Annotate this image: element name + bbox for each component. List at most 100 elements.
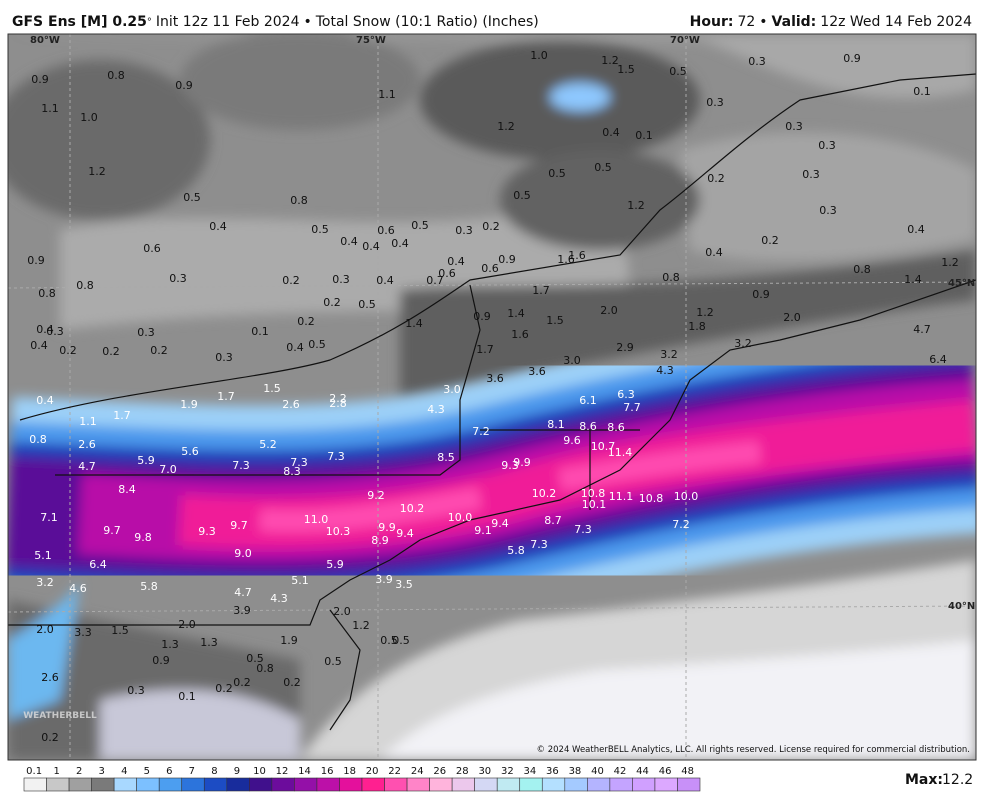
snow-total-label: 3.6 <box>486 372 504 385</box>
shade <box>100 689 300 760</box>
shade <box>380 640 976 760</box>
legend-swatch <box>181 777 205 792</box>
lon-label: 75°W <box>356 35 386 46</box>
legend-swatch <box>541 777 566 792</box>
shade <box>550 83 610 111</box>
snow-total-label: 4.3 <box>656 364 674 377</box>
header-right: Hour: 72 • Valid: 12z Wed 14 Feb 2024 <box>690 14 972 30</box>
legend-tick-label: 4 <box>121 766 127 777</box>
shade <box>180 34 420 130</box>
legend-swatch <box>654 777 678 792</box>
shade <box>400 250 976 400</box>
snow-total-label: 0.2 <box>233 676 251 689</box>
snow-total-label: 7.3 <box>327 450 345 463</box>
snow-total-label: 3.2 <box>36 576 54 589</box>
snow-total-label: 1.5 <box>263 382 281 395</box>
snow-total-label: 0.5 <box>548 167 566 180</box>
snow-total-label: 3.9 <box>375 573 393 586</box>
parallel <box>8 281 976 289</box>
snow-total-label: 0.4 <box>602 126 620 139</box>
legend-swatch <box>384 777 408 792</box>
snow-total-label: 0.9 <box>843 52 861 65</box>
legend-swatch <box>609 777 633 792</box>
snow-total-label: 0.3 <box>819 204 837 217</box>
legend-tick-label: 2 <box>76 766 82 777</box>
legend-tick-label: 9 <box>234 766 240 777</box>
legend-tick-label: 16 <box>321 766 334 777</box>
legend-swatch <box>113 777 137 792</box>
snow-total-label: 3.3 <box>74 626 92 639</box>
snow-total-label: 9.1 <box>474 524 492 537</box>
header-part: Total Snow (10:1 Ratio) (Inches) <box>315 14 539 30</box>
snow-total-label: 1.3 <box>200 636 218 649</box>
snow-total-label: 1.6 <box>557 253 575 266</box>
snow-total-label: 0.8 <box>290 194 308 207</box>
snow-total-label: 6.3 <box>617 388 635 401</box>
snow-totals: 0.9 0.80.91.11.01.11.0 1.21.5 0.50.3 0.90.11… <box>27 49 959 744</box>
legend-swatch <box>23 777 47 792</box>
snow-total-label: 10.3 <box>326 525 351 538</box>
legend-swatch <box>496 777 521 792</box>
snow-total-label: 0.4 <box>36 323 54 336</box>
snow-total-label: 1.7 <box>476 343 494 356</box>
snow-total-label: 0.4 <box>391 237 409 250</box>
shade <box>8 60 210 220</box>
snow-total-label: 1.2 <box>88 165 106 178</box>
legend-tick-label: 6 <box>166 766 172 777</box>
legend-tick-label: 26 <box>433 766 446 777</box>
max-value: 12.2 <box>942 772 973 788</box>
snow-total-label: 1.4 <box>507 307 525 320</box>
snow-total-label: 3.0 <box>443 383 461 396</box>
snow-total-label: 0.2 <box>482 220 500 233</box>
snow-total-label: 1.5 <box>546 314 564 327</box>
snow-total-label: 4.7 <box>234 586 252 599</box>
snow-shading <box>8 34 976 760</box>
graticule <box>8 34 976 760</box>
snow-total-label: 2.8 <box>329 397 347 410</box>
snow-total-label: 0.4 <box>705 246 723 259</box>
legend-swatch <box>226 777 250 792</box>
snow-total-label: 0.1 <box>251 325 269 338</box>
snow-total-label: 5.2 <box>259 438 277 451</box>
snow-total-label: 0.9 <box>31 73 49 86</box>
snow-total-label: 5.6 <box>181 445 199 458</box>
snow-total-label: 1.4 <box>904 273 922 286</box>
snow-total-label: 0.6 <box>438 267 456 280</box>
snow-total-label: 0.5 <box>358 298 376 311</box>
snow-total-label: 3.0 <box>563 354 581 367</box>
header-part: Valid: <box>772 14 817 30</box>
snow-total-label: 2.0 <box>783 311 801 324</box>
legend-swatch <box>271 777 295 792</box>
snow-total-label: 2.2 <box>329 392 347 405</box>
snow-total-label: 9.6 <box>563 434 581 447</box>
snow-total-label: 1.4 <box>405 317 423 330</box>
coastline <box>329 609 361 731</box>
snow-total-label: 5.1 <box>34 549 52 562</box>
snow-total-label: 7.3 <box>574 523 592 536</box>
legend-tick-label: 32 <box>501 766 514 777</box>
snow-total-label: 5.8 <box>507 544 525 557</box>
snow-total-label: 9.0 <box>234 547 252 560</box>
legend-tick-label: 10 <box>253 766 266 777</box>
snow-total-label: 0.8 <box>853 263 871 276</box>
legend-swatch <box>249 777 273 792</box>
snow-total-label: 1.1 <box>79 415 97 428</box>
header: GFS Ens [M] 0.25° Init 12z 11 Feb 2024 • To… <box>12 14 972 30</box>
legend-swatch <box>294 777 318 792</box>
border <box>55 284 481 476</box>
snow-total-label: 6.4 <box>929 353 947 366</box>
snow-total-label: 0.3 <box>127 684 145 697</box>
snow-total-label: 1.0 <box>530 49 548 62</box>
snow-total-label: 1.6 <box>568 249 586 262</box>
snow-total-label: 2.6 <box>78 438 96 451</box>
snow-total-label: 6.4 <box>89 558 107 571</box>
snow-total-label: 11.4 <box>608 446 633 459</box>
snow-total-label: 0.4 <box>30 339 48 352</box>
snow-total-label: 0.9 <box>27 254 45 267</box>
snow-total-label: 2.0 <box>600 304 618 317</box>
snow-total-label: 3.2 <box>660 348 678 361</box>
snow-total-label: 7.2 <box>472 425 490 438</box>
header-part: Init 12z 11 Feb 2024 <box>156 14 300 30</box>
legend-swatch <box>451 777 475 792</box>
